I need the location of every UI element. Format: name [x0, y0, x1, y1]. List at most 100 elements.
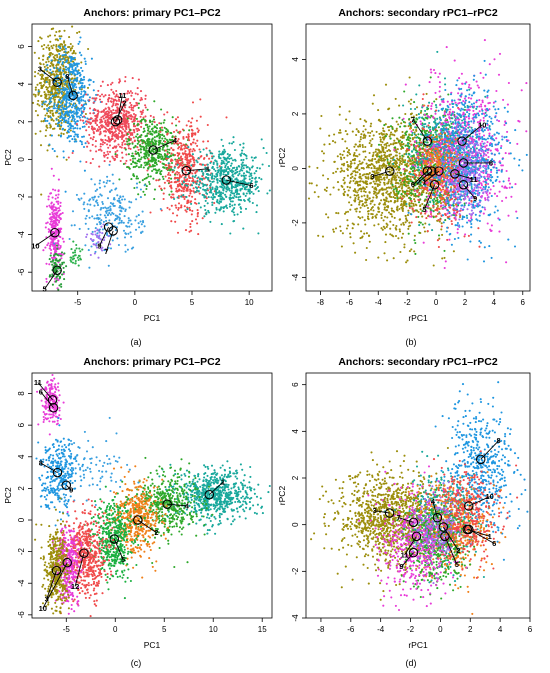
point	[136, 120, 139, 123]
point	[130, 117, 133, 120]
point	[170, 195, 173, 199]
point	[216, 179, 219, 182]
point	[375, 167, 378, 170]
point	[191, 172, 194, 175]
point	[346, 185, 349, 188]
point	[45, 78, 49, 81]
point	[139, 188, 142, 191]
point	[127, 232, 130, 235]
point	[100, 100, 103, 103]
point	[134, 92, 137, 95]
point	[209, 188, 212, 191]
point	[367, 176, 370, 179]
point	[158, 185, 161, 188]
point	[131, 157, 135, 160]
point	[48, 274, 52, 277]
point	[386, 223, 389, 227]
point	[91, 215, 94, 218]
point	[359, 135, 362, 139]
point	[367, 131, 370, 134]
point	[419, 111, 422, 114]
point	[49, 254, 52, 257]
point	[137, 166, 141, 169]
point	[121, 141, 124, 144]
point	[132, 173, 135, 176]
point	[237, 193, 241, 196]
point	[114, 130, 117, 133]
point	[412, 204, 415, 207]
point	[96, 223, 99, 226]
point	[168, 193, 171, 196]
point	[368, 134, 371, 138]
point	[98, 133, 101, 136]
point	[63, 41, 66, 44]
point	[49, 51, 52, 55]
point	[144, 97, 147, 100]
point	[383, 215, 387, 218]
point	[58, 213, 62, 216]
point	[80, 61, 83, 64]
point	[43, 91, 46, 94]
point	[160, 157, 163, 160]
point	[357, 198, 360, 201]
point	[140, 125, 143, 128]
point	[177, 202, 181, 205]
point	[258, 167, 261, 170]
point	[73, 251, 77, 254]
point	[374, 158, 377, 161]
point	[355, 149, 358, 152]
point	[66, 98, 69, 101]
point	[390, 207, 393, 210]
point	[163, 135, 166, 138]
point	[118, 145, 122, 148]
point	[93, 252, 96, 255]
point	[196, 179, 199, 182]
point	[85, 123, 88, 126]
point	[359, 237, 362, 240]
point	[191, 209, 194, 212]
point	[60, 111, 63, 114]
point	[70, 106, 74, 109]
point	[50, 134, 53, 137]
point	[101, 202, 104, 205]
point	[255, 170, 258, 173]
anchor-label-5: 5	[42, 285, 46, 294]
point	[79, 36, 82, 39]
point	[105, 102, 108, 106]
point	[57, 288, 60, 291]
point	[49, 220, 52, 223]
point	[134, 144, 137, 147]
point	[187, 135, 190, 138]
point	[131, 120, 134, 123]
point	[180, 142, 183, 145]
point	[67, 61, 70, 65]
point	[97, 256, 100, 259]
point	[383, 178, 386, 181]
point	[219, 177, 222, 180]
point	[187, 133, 190, 136]
point	[254, 177, 257, 180]
point	[61, 48, 64, 51]
point	[147, 158, 150, 161]
point	[170, 159, 173, 162]
point	[185, 124, 188, 127]
point	[99, 95, 102, 98]
point	[196, 215, 199, 218]
point	[103, 151, 106, 154]
point	[51, 147, 54, 150]
point	[86, 86, 90, 89]
point	[153, 131, 156, 134]
point	[386, 216, 389, 219]
point	[181, 161, 184, 164]
point	[211, 201, 214, 204]
point	[188, 153, 191, 156]
point	[43, 117, 47, 120]
point	[351, 227, 354, 230]
point	[79, 250, 82, 253]
point	[85, 103, 88, 106]
point	[97, 216, 100, 219]
point	[357, 163, 360, 166]
point	[334, 227, 338, 230]
point	[138, 135, 141, 139]
point	[147, 167, 150, 170]
